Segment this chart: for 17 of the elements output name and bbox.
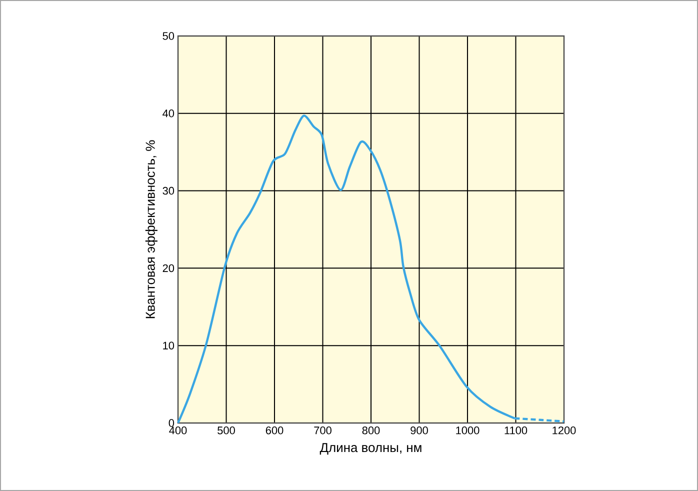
y-tick-label: 30: [162, 186, 174, 195]
y-tick-label: 20: [162, 264, 174, 272]
y-axis-title: Квантовая эффективность, %: [145, 140, 158, 318]
x-tick-label: 1100: [504, 426, 528, 434]
x-tick-label: 500: [218, 426, 235, 434]
x-tick-label: 800: [362, 426, 380, 434]
x-axis-title: Длина волны, нм: [320, 443, 422, 455]
x-tick-label: 1000: [456, 426, 480, 434]
y-tick-label: 50: [162, 32, 174, 40]
y-tick-label: 10: [163, 342, 174, 350]
y-tick-label: 0: [168, 419, 174, 427]
x-tick-label: 400: [169, 426, 187, 434]
x-tick-label: 600: [266, 426, 284, 434]
x-tick-label: 1200: [552, 426, 576, 434]
y-tick-label: 40: [162, 110, 174, 118]
x-tick-label: 900: [410, 426, 428, 434]
x-tick-label: 700: [314, 426, 332, 434]
